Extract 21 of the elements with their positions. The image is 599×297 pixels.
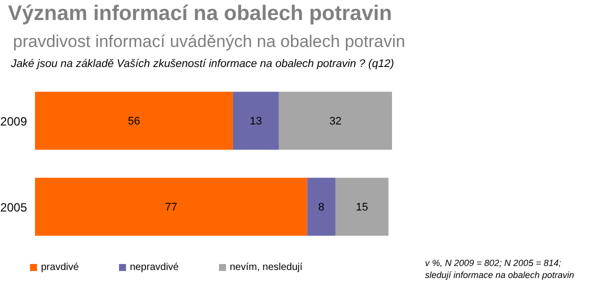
legend-label: nevím, nesledují <box>230 262 303 273</box>
text: v %, N 2009 = 802; N 2005 = 814; sledují informace na obalech potravin <box>425 257 576 281</box>
text: Jaké jsou na základě Vaších zkušeností informace na obalech potravin ? (q12) <box>11 58 394 70</box>
chart-title: Význam informací na obalech potravin <box>8 2 392 26</box>
data-label: 56 <box>128 116 140 128</box>
data-label: 32 <box>329 116 342 128</box>
y-tick-label: 2005 <box>0 200 28 214</box>
bar <box>278 92 392 150</box>
bar <box>232 92 279 150</box>
data-label: 8 <box>318 202 324 214</box>
chart-subtitle: pravdivost informací uváděných na obalech potravin <box>13 32 406 52</box>
bar <box>335 178 388 236</box>
legend-label: nepravdivé <box>130 262 179 273</box>
bar <box>35 92 233 150</box>
bar <box>307 178 336 236</box>
data-label: 15 <box>356 202 368 214</box>
data-label: 13 <box>250 116 262 128</box>
legend-label: pravdivé <box>41 262 79 273</box>
bar <box>35 178 308 236</box>
data-label: 77 <box>164 202 178 214</box>
y-tick-label: 2009 <box>0 114 28 128</box>
